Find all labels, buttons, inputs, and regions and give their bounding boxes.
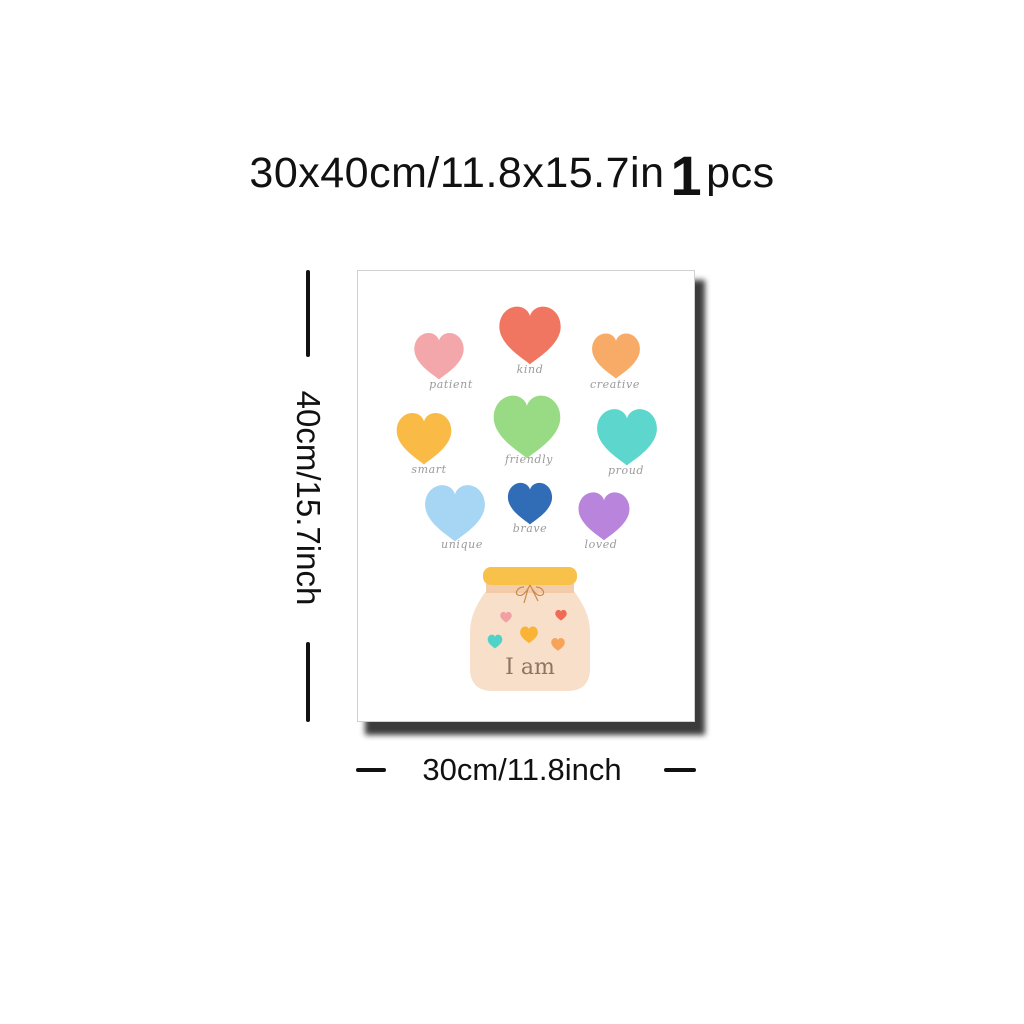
heart-icon — [597, 409, 657, 466]
jar-bow-icon — [515, 584, 545, 604]
heart-word-label: brave — [513, 522, 548, 535]
heart-icon — [499, 306, 561, 365]
heart-word-label: loved — [585, 538, 618, 551]
height-dimension-line-bottom — [306, 642, 310, 722]
heart-words-group: patient kind creative smart friendly proud uni… — [411, 363, 644, 551]
heart-word-label: smart — [411, 463, 446, 476]
poster: patient kind creative smart friendly proud uni… — [357, 270, 695, 722]
quantity-unit: pcs — [706, 149, 775, 197]
width-dimension-line-right — [664, 768, 696, 772]
heart-icon — [425, 485, 485, 542]
heart-icon — [592, 333, 640, 379]
hearts-group — [396, 306, 657, 542]
jar-label: I am — [505, 655, 555, 680]
jar-lid — [483, 567, 577, 585]
heart-icon — [493, 395, 561, 459]
heart-icon — [578, 492, 630, 541]
height-dimension-line-top — [306, 270, 310, 357]
heart-word-label: patient — [429, 378, 473, 391]
height-dimension-label: 40cm/15.7inch — [290, 390, 327, 606]
size-text: 30x40cm/11.8x15.7in — [249, 149, 665, 197]
width-dimension-label: 30cm/11.8inch — [422, 752, 622, 787]
jar-neck — [486, 583, 574, 593]
heart-icon — [507, 482, 553, 525]
width-dimension-line-left — [356, 768, 386, 772]
heart-word-label: creative — [590, 378, 640, 391]
heart-word-label: friendly — [504, 453, 553, 466]
heart-icon — [414, 332, 464, 380]
jar-icon: I am — [470, 567, 590, 691]
heart-word-label: proud — [608, 464, 644, 477]
heart-word-label: kind — [517, 363, 544, 376]
quantity-number: 1 — [670, 144, 703, 207]
heart-word-label: unique — [441, 538, 483, 551]
size-title: 30x40cm/11.8x15.7in 1pcs — [0, 135, 1024, 207]
heart-icon — [396, 413, 452, 465]
poster-artwork: patient kind creative smart friendly proud uni… — [396, 306, 657, 691]
